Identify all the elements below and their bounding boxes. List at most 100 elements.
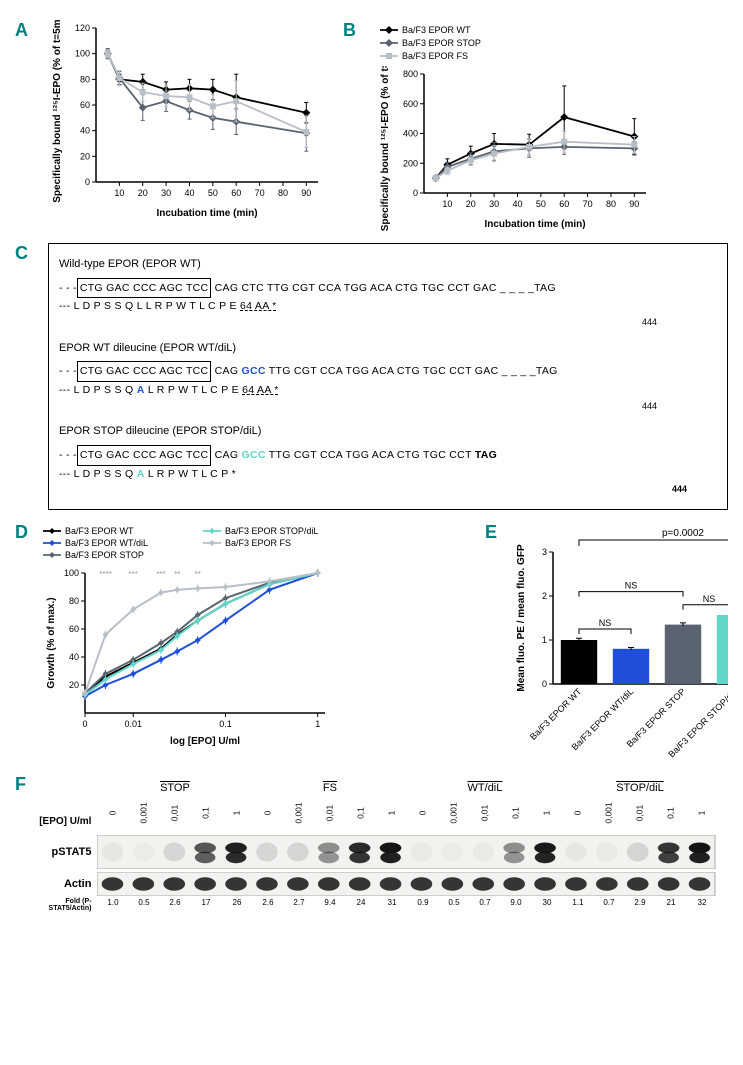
- svg-text:Ba/F3 EPOR STOP: Ba/F3 EPOR STOP: [402, 38, 481, 48]
- svg-text:Ba/F3 EPOR STOP: Ba/F3 EPOR STOP: [65, 550, 144, 560]
- label-e: E: [485, 522, 497, 542]
- chart-d: 2040608010000.010.11log [EPO] U/mlGrowth…: [43, 567, 333, 747]
- svg-text:60: 60: [559, 199, 569, 209]
- blot-actin: [97, 872, 717, 896]
- svg-text:20: 20: [138, 188, 148, 198]
- row-c: C Wild-type EPOR (EPOR WT)- - -CTG GAC C…: [15, 243, 728, 510]
- svg-text:100: 100: [75, 49, 90, 59]
- fold-value: 0.5: [128, 898, 159, 912]
- svg-text:60: 60: [69, 624, 79, 634]
- svg-text:40: 40: [184, 188, 194, 198]
- svg-text:80: 80: [278, 188, 288, 198]
- svg-text:Specifically bound ¹²⁵I-EPO (%: Specifically bound ¹²⁵I-EPO (% of t=5min…: [380, 66, 391, 231]
- fold-value: 30: [531, 898, 562, 912]
- fold-value: 32: [686, 898, 717, 912]
- blot-row-pstat5: pSTAT5: [37, 835, 717, 869]
- svg-text:Mean fluo. PE / mean fluo. GFP: Mean fluo. PE / mean fluo. GFP: [516, 544, 527, 692]
- svg-text:40: 40: [512, 199, 522, 209]
- svg-text:80: 80: [606, 199, 616, 209]
- group-header: STOP: [97, 782, 252, 794]
- svg-text:0: 0: [85, 177, 90, 187]
- blot-row-actin: Actin: [37, 872, 717, 896]
- svg-text:40: 40: [69, 652, 79, 662]
- svg-text:Growth (% of max.): Growth (% of max.): [46, 597, 57, 688]
- fold-value: 0.9: [407, 898, 438, 912]
- fold-value: 0.7: [593, 898, 624, 912]
- svg-text:90: 90: [301, 188, 311, 198]
- svg-text:0: 0: [82, 719, 87, 729]
- svg-text:50: 50: [536, 199, 546, 209]
- svg-text:0: 0: [413, 188, 418, 198]
- fold-value: 0.7: [469, 898, 500, 912]
- svg-text:log [EPO] U/ml: log [EPO] U/ml: [170, 736, 240, 747]
- svg-text:60: 60: [80, 100, 90, 110]
- conc-axis-label: [EPO] U/ml: [37, 794, 97, 832]
- svg-text:10: 10: [114, 188, 124, 198]
- svg-text:0.1: 0.1: [219, 719, 232, 729]
- chart-a: 020406080100120102030405060708090Incubat…: [48, 20, 328, 220]
- svg-text:1: 1: [542, 635, 547, 645]
- label-c: C: [15, 243, 28, 263]
- svg-text:70: 70: [255, 188, 265, 198]
- fold-value: 9.4: [314, 898, 345, 912]
- svg-text:50: 50: [208, 188, 218, 198]
- fold-row: Fold (P-STAT5/Actin) 1.00.52.617262.62.7…: [37, 898, 717, 912]
- sequence-box: Wild-type EPOR (EPOR WT)- - -CTG GAC CCC…: [48, 243, 728, 510]
- fold-value: 2.9: [624, 898, 655, 912]
- svg-text:****: ****: [99, 570, 111, 579]
- blot-label-actin: Actin: [37, 878, 97, 890]
- svg-text:**: **: [174, 570, 180, 579]
- svg-text:Incubation time (min): Incubation time (min): [484, 219, 585, 230]
- fold-value: 31: [376, 898, 407, 912]
- fold-label: Fold (P-STAT5/Actin): [37, 898, 97, 912]
- svg-text:3: 3: [542, 547, 547, 557]
- group-header: FS: [252, 782, 407, 794]
- fold-value: 2.6: [252, 898, 283, 912]
- label-d: D: [15, 522, 28, 542]
- legend-d: Ba/F3 EPOR WTBa/F3 EPOR WT/diLBa/F3 EPOR…: [43, 522, 363, 562]
- svg-text:40: 40: [80, 126, 90, 136]
- blot-label-pstat5: pSTAT5: [37, 846, 97, 858]
- svg-text:Ba/F3 EPOR WT: Ba/F3 EPOR WT: [402, 25, 471, 35]
- svg-text:0: 0: [542, 679, 547, 689]
- label-b: B: [343, 20, 356, 40]
- blot-group-headers: STOPFSWT/diLSTOP/diL: [97, 782, 717, 794]
- fold-value: 17: [190, 898, 221, 912]
- svg-text:NS: NS: [624, 580, 637, 590]
- label-f: F: [15, 774, 26, 794]
- svg-text:1: 1: [315, 719, 320, 729]
- row-de: D Ba/F3 EPOR WTBa/F3 EPOR WT/diLBa/F3 EP…: [15, 522, 728, 762]
- svg-text:90: 90: [629, 199, 639, 209]
- svg-text:20: 20: [466, 199, 476, 209]
- svg-text:20: 20: [69, 680, 79, 690]
- svg-text:100: 100: [64, 568, 79, 578]
- svg-text:Ba/F3 EPOR FS: Ba/F3 EPOR FS: [402, 51, 468, 61]
- svg-text:200: 200: [403, 158, 418, 168]
- svg-text:Ba/F3 EPOR WT: Ba/F3 EPOR WT: [65, 526, 134, 536]
- legend-top: Ba/F3 EPOR WT Ba/F3 EPOR STOP Ba/F3 EPOR F…: [376, 20, 536, 66]
- chart-b: 0200400600800102030405060708090Incubatio…: [376, 66, 656, 231]
- conc-value: 1: [683, 797, 721, 828]
- svg-text:800: 800: [403, 69, 418, 79]
- svg-text:400: 400: [403, 129, 418, 139]
- svg-text:80: 80: [69, 596, 79, 606]
- fold-value: 1.1: [562, 898, 593, 912]
- svg-text:120: 120: [75, 23, 90, 33]
- fold-value: 1.0: [97, 898, 128, 912]
- svg-text:Ba/F3 EPOR STOP/diL: Ba/F3 EPOR STOP/diL: [225, 526, 318, 536]
- group-header: WT/diL: [407, 782, 562, 794]
- group-header: STOP/diL: [562, 782, 717, 794]
- svg-text:20: 20: [80, 151, 90, 161]
- row-f: F STOPFSWT/diLSTOP/diL [EPO] U/ml 00,001…: [15, 774, 728, 912]
- svg-text:**: **: [195, 570, 201, 579]
- svg-text:***: ***: [129, 570, 138, 579]
- svg-text:NS: NS: [598, 618, 611, 628]
- svg-text:10: 10: [442, 199, 452, 209]
- svg-text:***: ***: [156, 570, 165, 579]
- chart-e: 0123Mean fluo. PE / mean fluo. GFPBa/F3 …: [513, 522, 728, 762]
- svg-text:Ba/F3 EPOR WT: Ba/F3 EPOR WT: [527, 686, 583, 742]
- svg-text:70: 70: [583, 199, 593, 209]
- svg-text:80: 80: [80, 74, 90, 84]
- blot-pstat5: [97, 835, 717, 869]
- svg-text:Specifically bound ¹²⁵I-EPO (%: Specifically bound ¹²⁵I-EPO (% of t=5min…: [52, 20, 63, 203]
